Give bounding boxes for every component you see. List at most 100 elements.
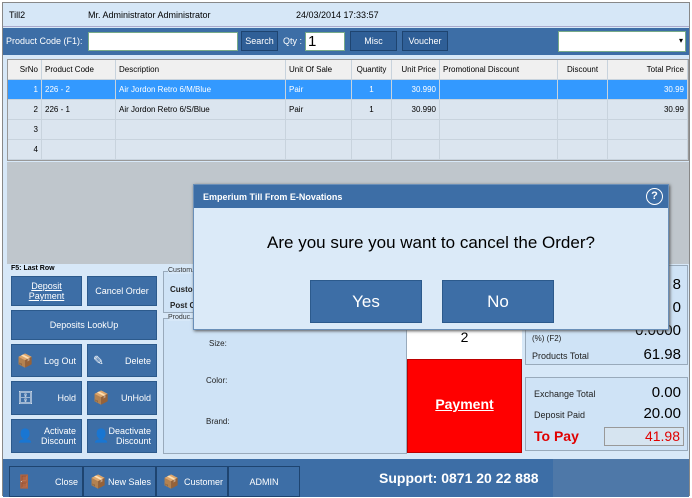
size-label: Size: [209,339,227,348]
yes-button[interactable]: Yes [310,280,422,323]
customer-icon: 📦 [163,473,180,489]
to-pay-label: To Pay [534,428,579,444]
customer-button[interactable]: 📦 Customer [156,466,228,497]
dialog-message: Are you sure you want to cancel the Orde… [267,233,595,252]
postcode-label: Post C [170,301,196,310]
dropdown[interactable]: ▾ [558,31,686,52]
hold-icon: 🗄 [17,390,34,405]
table-cell [608,140,688,159]
table-cell [392,140,440,159]
table-cell: 226 - 2 [42,80,116,99]
product-code-input[interactable] [88,32,238,51]
table-cell [440,140,558,159]
qty-input[interactable] [305,32,345,51]
table-row[interactable]: 2 226 - 1 Air Jordon Retro 6/S/Blue Pair 1 30… [8,100,688,120]
delete-icon: ✎ [93,352,104,368]
table-cell [440,120,558,139]
log-out-label: Log Out [43,355,76,366]
new-sales-button[interactable]: 📦 New Sales [83,466,156,497]
column-header: Quantity [352,60,392,79]
column-header: Discount [558,60,608,79]
close-label: Close [54,476,78,487]
support-text: Support: 0871 20 22 888 [379,470,539,486]
exchange-total-label: Exchange Total [534,389,596,399]
unhold-button[interactable]: 📦 UnHold [87,381,157,415]
delete-label: Delete [124,355,151,366]
unhold-label: UnHold [120,393,151,403]
to-pay-value: 41.98 [604,427,684,446]
table-row[interactable]: 4 [8,140,688,160]
deactivate-discount-icon: 👤 [93,428,110,443]
voucher-button[interactable]: Voucher [402,31,448,51]
datetime: 24/03/2014 17:33:57 [296,10,379,20]
qty-label: Qty : [283,36,303,46]
customer-label: Custo [170,285,193,294]
table-cell: Pair [286,80,352,99]
table-cell: 30.99 [608,100,688,119]
table-cell: 226 - 1 [42,100,116,119]
discount-label: (%) (F2) [532,334,562,343]
product-code-label: Product Code (F1): [6,36,83,46]
table-cell [286,140,352,159]
activate-discount-label: Activate Discount [40,426,76,446]
table-cell: 1 [352,100,392,119]
door-icon: 🚪 [16,473,33,489]
unhold-icon: 📦 [93,390,110,405]
products-total: 61.98 [643,346,681,363]
no-button[interactable]: No [442,280,554,323]
table-cell [392,120,440,139]
deactivate-discount-button[interactable]: 👤 Deactivate Discount [87,419,157,453]
products-total-label: Products Total [532,351,589,361]
delete-button[interactable]: ✎ Delete [87,344,157,377]
last-row-hint: F5: Last Row [11,265,55,272]
header-row[interactable]: SrNo Product Code Description Unit Of Sale Q… [8,60,688,80]
product-legend: Produc [168,314,191,321]
total-quantity: 2 [407,329,522,359]
search-button[interactable]: Search [241,31,278,51]
payment-summary-group: Exchange Total 0.00 Deposit Paid 20.00 T… [525,377,688,451]
help-icon[interactable]: ? [646,188,663,205]
table-cell: 30.990 [392,80,440,99]
table-cell [42,120,116,139]
deposit-paid-label: Deposit Paid [534,410,586,420]
table-cell: 3 [8,120,42,139]
table-cell: 1 [352,80,392,99]
admin-button[interactable]: ADMIN [228,466,300,497]
bottom-right-panel [553,459,689,497]
order-grid: SrNo Product Code Description Unit Of Sale Q… [7,59,689,161]
misc-button[interactable]: Misc [350,31,397,51]
column-header: Unit Price [392,60,440,79]
log-out-button[interactable]: 📦 Log Out [11,344,82,377]
table-cell [558,120,608,139]
table-cell [440,100,558,119]
confirm-dialog: Emperium Till From E-Novations ? Are you… [193,184,669,330]
table-row[interactable]: 3 [8,120,688,140]
dialog-title: Emperium Till From E-Novations [194,185,668,208]
activate-discount-button[interactable]: 👤 Activate Discount [11,419,82,453]
brand-label: Brand: [206,417,230,426]
table-cell [286,120,352,139]
table-cell [558,100,608,119]
table-cell: 1 [8,80,42,99]
table-row[interactable]: 1 226 - 2 Air Jordon Retro 6/M/Blue Pair 1 30… [8,80,688,100]
deposit-payment-button[interactable]: Deposit Payment [11,276,82,306]
table-cell [116,120,286,139]
hold-button[interactable]: 🗄 Hold [11,381,82,415]
exchange-total: 0.00 [651,384,681,401]
column-header: Total Price [608,60,688,79]
hold-label: Hold [57,393,76,403]
deposit-paid: 20.00 [643,405,681,422]
cancel-order-button[interactable]: Cancel Order [87,276,157,306]
deposits-lookup-button[interactable]: Deposits LookUp [11,310,157,340]
title-bar: Till2 Mr. Administrator Administrator 24… [3,3,689,27]
payment-button[interactable]: Payment [407,359,522,453]
column-header: Unit Of Sale [286,60,352,79]
table-cell [558,140,608,159]
new-sales-label: New Sales [107,476,151,487]
table-cell [42,140,116,159]
table-cell [440,80,558,99]
table-cell [558,80,608,99]
customer-legend: Custom [168,267,193,274]
close-button[interactable]: 🚪 Close [9,466,83,497]
table-cell: Pair [286,100,352,119]
